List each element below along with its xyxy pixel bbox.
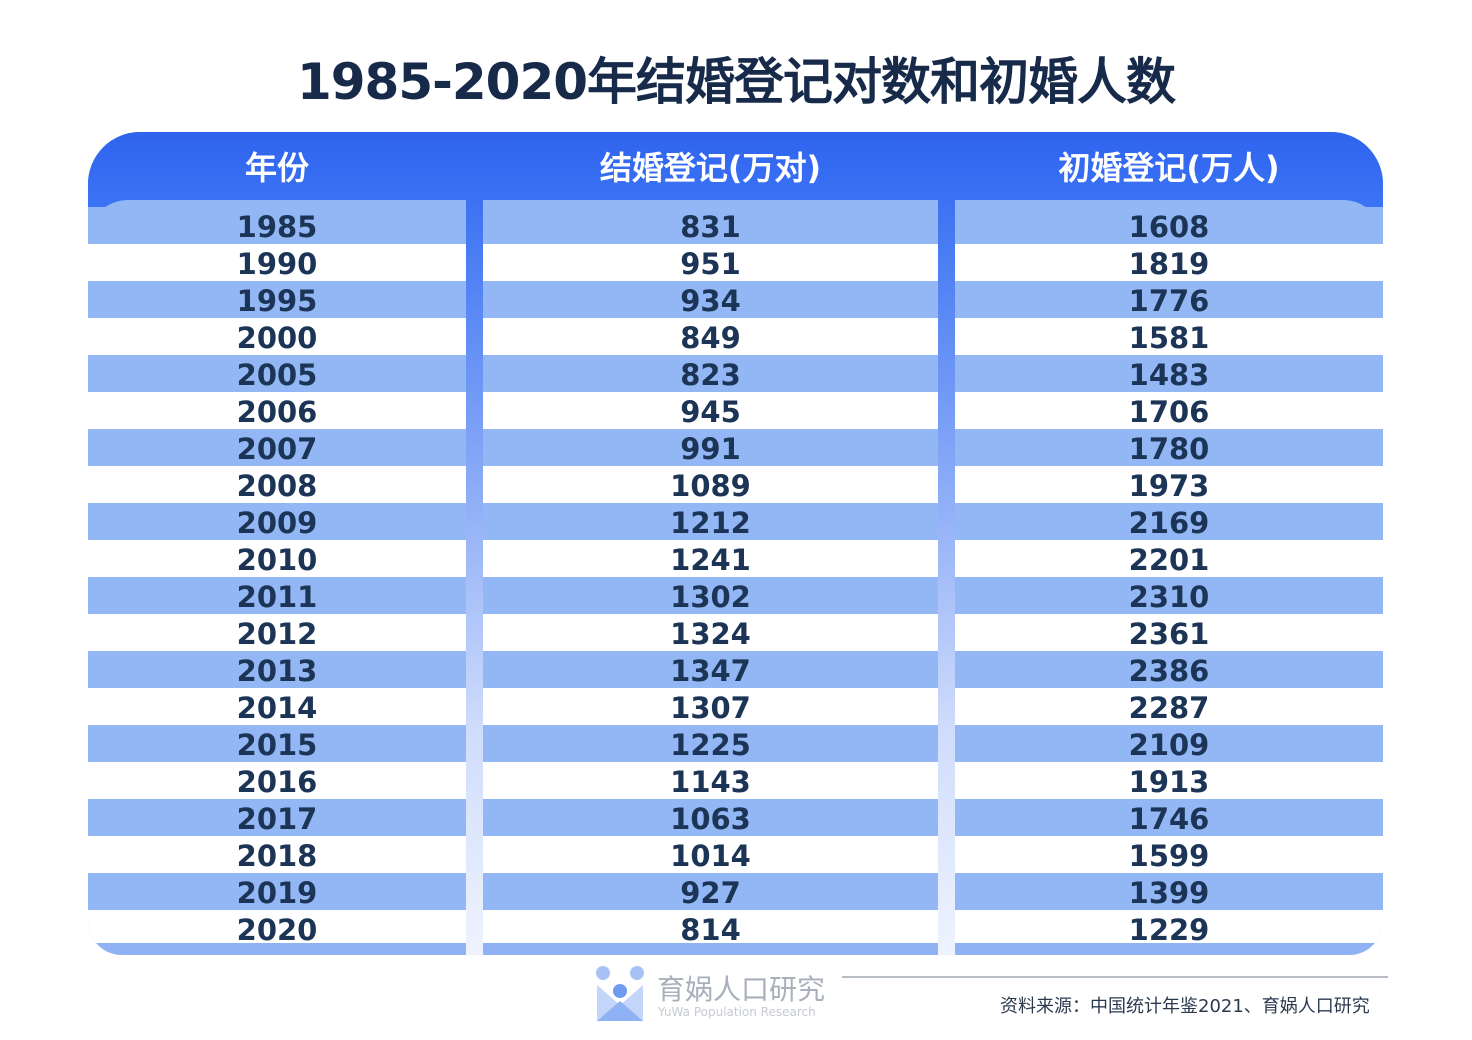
cell-year: 2014 (236, 691, 318, 725)
column-divider (938, 200, 955, 955)
cell-first-marriages: 1776 (1128, 284, 1210, 318)
cell-first-marriages: 1229 (1128, 913, 1210, 947)
cell-first-marriages: 1780 (1128, 432, 1210, 466)
cell-marriages: 1212 (670, 506, 751, 540)
table-bottom-band (88, 943, 1383, 955)
table-row: 2010 1241 2201 (88, 540, 1383, 577)
cell-year: 1995 (236, 284, 318, 318)
cell-year: 2008 (236, 469, 318, 503)
table-row: 2011 1302 2310 (88, 577, 1383, 614)
cell-marriages: 934 (680, 284, 741, 318)
cell-marriages: 1014 (670, 839, 751, 873)
cell-first-marriages: 1913 (1128, 765, 1210, 799)
cell-marriages: 1143 (670, 765, 751, 799)
cell-year: 2009 (236, 506, 318, 540)
table-row: 2017 1063 1746 (88, 799, 1383, 836)
column-header-first-marriages: 初婚登记(万人) (1058, 149, 1280, 187)
cell-first-marriages: 1608 (1128, 210, 1210, 244)
cell-year: 2019 (236, 876, 318, 910)
brand-name: 育娲人口研究 (657, 973, 826, 1006)
cell-first-marriages: 1581 (1128, 321, 1210, 355)
table-row: 2013 1347 2386 (88, 651, 1383, 688)
cell-year: 2012 (236, 617, 318, 651)
cell-first-marriages: 2287 (1128, 691, 1210, 725)
cell-first-marriages: 1399 (1128, 876, 1210, 910)
cell-first-marriages: 2169 (1128, 506, 1210, 540)
footer-divider (842, 976, 1388, 978)
data-table: 年份 结婚登记(万对) 初婚登记(万人) 1985 831 1608 1990 951 1… (88, 132, 1383, 955)
cell-first-marriages: 1483 (1128, 358, 1210, 392)
cell-marriages: 991 (680, 432, 741, 466)
cell-first-marriages: 2201 (1128, 543, 1210, 577)
column-divider (466, 200, 483, 955)
cell-first-marriages: 1599 (1128, 839, 1210, 873)
cell-marriages: 951 (680, 247, 741, 281)
cell-marriages: 1241 (670, 543, 751, 577)
table-row: 2020 814 1229 (88, 910, 1383, 947)
table-header: 年份 结婚登记(万对) 初婚登记(万人) (88, 132, 1383, 207)
cell-year: 2000 (236, 321, 318, 355)
table-row: 2008 1089 1973 (88, 466, 1383, 503)
table-row: 2014 1307 2287 (88, 688, 1383, 725)
table-body: 1985 831 1608 1990 951 1819 1995 934 1776 2000 849… (88, 207, 1383, 955)
cell-first-marriages: 2109 (1128, 728, 1210, 762)
table-row: 2018 1014 1599 (88, 836, 1383, 873)
table-row: 2000 849 1581 (88, 318, 1383, 355)
table-row: 2015 1225 2109 (88, 725, 1383, 762)
cell-first-marriages: 1746 (1128, 802, 1210, 836)
cell-year: 2013 (236, 654, 318, 688)
cell-year: 2017 (236, 802, 318, 836)
cell-first-marriages: 1706 (1128, 395, 1210, 429)
cell-marriages: 814 (680, 913, 741, 947)
cell-marriages: 831 (680, 210, 741, 244)
cell-year: 2018 (236, 839, 318, 873)
cell-first-marriages: 1819 (1128, 247, 1210, 281)
table-row: 2009 1212 2169 (88, 503, 1383, 540)
cell-year: 2006 (236, 395, 318, 429)
cell-marriages: 1225 (670, 728, 751, 762)
cell-year: 2005 (236, 358, 318, 392)
cell-marriages: 849 (680, 321, 741, 355)
cell-marriages: 1089 (670, 469, 751, 503)
table-row: 1995 934 1776 (88, 281, 1383, 318)
cell-year: 1990 (236, 247, 318, 281)
cell-year: 2015 (236, 728, 318, 762)
cell-year: 2007 (236, 432, 318, 466)
cell-first-marriages: 2386 (1128, 654, 1210, 688)
table-row: 2016 1143 1913 (88, 762, 1383, 799)
table-row: 2019 927 1399 (88, 873, 1383, 910)
table-row: 2005 823 1483 (88, 355, 1383, 392)
cell-marriages: 1347 (670, 654, 751, 688)
table-row: 1990 951 1819 (88, 244, 1383, 281)
source-note: 资料来源：中国统计年鉴2021、育娲人口研究 (1000, 996, 1370, 1017)
cell-year: 1985 (236, 210, 318, 244)
table-row: 1985 831 1608 (88, 207, 1383, 244)
cell-first-marriages: 1973 (1128, 469, 1210, 503)
cell-year: 2011 (236, 580, 318, 614)
cell-marriages: 1302 (670, 580, 751, 614)
yuwa-logo-icon (596, 966, 644, 1021)
cell-marriages: 1063 (670, 802, 751, 836)
cell-first-marriages: 2310 (1128, 580, 1210, 614)
column-header-year: 年份 (244, 149, 309, 187)
table-row: 2007 991 1780 (88, 429, 1383, 466)
cell-marriages: 1324 (670, 617, 751, 651)
column-header-marriages: 结婚登记(万对) (599, 149, 822, 187)
table-row: 2012 1324 2361 (88, 614, 1383, 651)
cell-year: 2010 (236, 543, 318, 577)
cell-marriages: 927 (680, 876, 741, 910)
cell-year: 2016 (236, 765, 318, 799)
cell-year: 2020 (236, 913, 318, 947)
cell-marriages: 945 (680, 395, 741, 429)
table-row: 2006 945 1706 (88, 392, 1383, 429)
page-title: 1985-2020年结婚登记对数和初婚人数 (296, 53, 1176, 111)
cell-first-marriages: 2361 (1128, 617, 1210, 651)
brand-name-english: YuWa Population Research (658, 1005, 816, 1019)
cell-marriages: 1307 (670, 691, 751, 725)
cell-marriages: 823 (680, 358, 741, 392)
